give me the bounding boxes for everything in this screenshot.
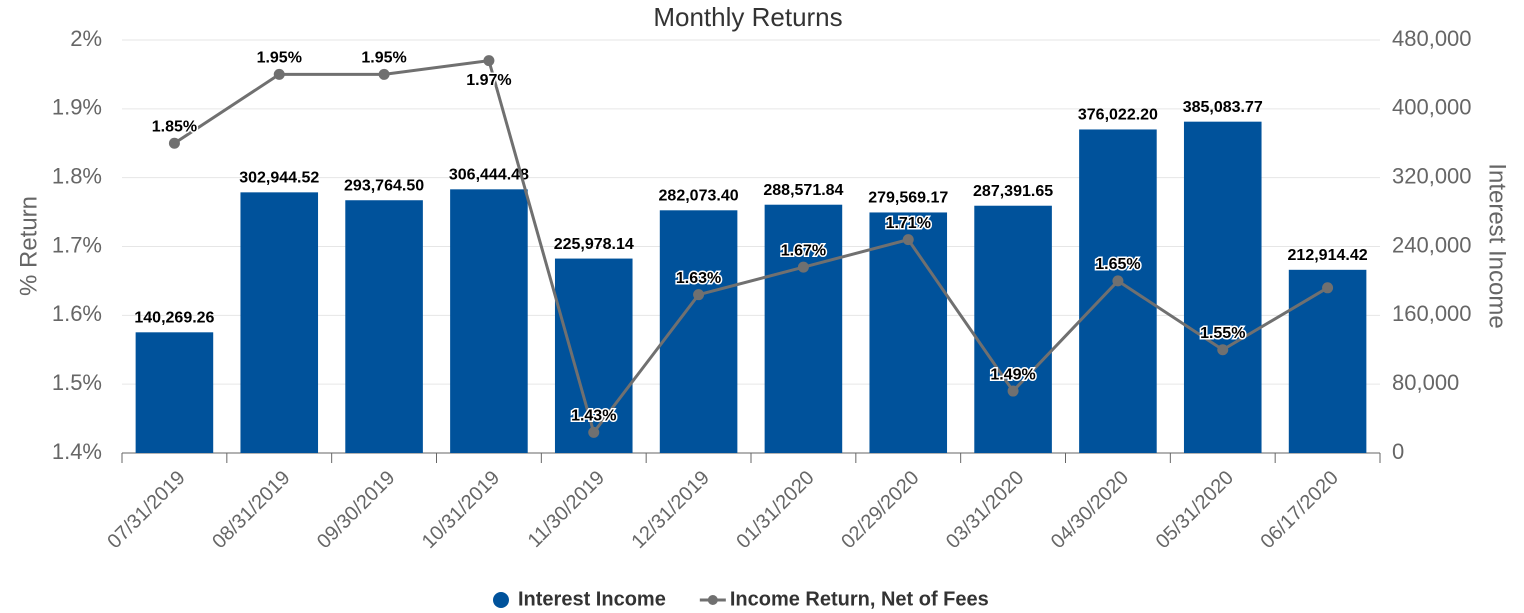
line-point [273,68,285,80]
y2-tick-label: 0 [1392,439,1404,464]
x-tick-label: 10/31/2019 [418,467,504,553]
y-tick-label: 1.8% [52,163,102,188]
line-point [168,137,180,149]
y2-tick-label: 160,000 [1392,301,1472,326]
y2-tick-label: 400,000 [1392,95,1472,120]
y2-tick-label: 80,000 [1392,370,1459,395]
y2-tick-label: 480,000 [1392,26,1472,51]
bar [135,332,214,453]
y2-tick-label: 320,000 [1392,163,1472,188]
line-point [1217,344,1229,356]
bar [450,189,528,453]
bar-label: 225,978.14 [554,236,634,253]
y-axis-title: % Return [15,196,42,296]
bar [659,210,738,453]
bar-label: 212,914.42 [1288,247,1368,264]
line-point [483,55,495,67]
line-point [378,68,390,80]
bar [869,212,948,453]
bar-label: 302,944.52 [239,170,319,187]
bar-label: 293,764.50 [344,177,424,194]
legend-label: Interest Income [518,588,666,610]
x-tick-label: 09/30/2019 [313,467,399,553]
bar [1288,269,1367,453]
y-tick-label: 2% [70,26,102,51]
bar [1079,129,1157,453]
y2-tick-label: 240,000 [1392,232,1472,257]
line-point [1007,385,1019,397]
bar [1183,121,1262,453]
line-label: 1.97% [466,72,511,89]
bar-label: 140,269.26 [134,310,214,327]
bar-label: 306,444.48 [449,167,529,184]
legend-label: Income Return, Net of Fees [730,588,989,610]
bar-label: 385,083.77 [1183,99,1263,116]
bar [554,258,633,453]
bar [240,192,319,453]
line-label: 1.67% [781,242,826,259]
y-tick-label: 1.5% [52,370,102,395]
line-label: 1.43% [571,408,616,425]
y2-axis-title: Interest Income [1484,163,1511,328]
x-tick-label: 04/30/2020 [1047,467,1133,553]
line-point [588,426,600,438]
line-point [1112,275,1124,287]
line-label: 1.55% [1200,325,1245,342]
bar [974,205,1052,453]
x-tick-label: 08/31/2019 [208,467,294,553]
x-tick-label: 07/31/2019 [103,467,189,553]
bar-label: 282,073.40 [659,188,739,205]
y-tick-label: 1.4% [52,439,102,464]
x-tick-label: 11/30/2019 [524,467,609,552]
x-tick-label: 05/31/2020 [1152,467,1238,553]
bar [764,204,843,453]
line-label: 1.63% [676,270,721,287]
bar-label: 288,571.84 [763,182,843,199]
line-point [1322,282,1334,294]
bar-label: 279,569.17 [868,190,948,207]
bar-label: 376,022.20 [1078,107,1158,124]
line-point [693,289,705,301]
legend-marker [493,592,509,608]
bar-label: 287,391.65 [973,183,1053,200]
line-label: 1.95% [361,50,406,67]
x-tick-label: 01/31/2020 [732,467,818,553]
y-tick-label: 1.7% [52,232,102,257]
line-point [902,234,914,246]
line-label: 1.71% [886,215,931,232]
line [173,58,1329,436]
line-label: 1.49% [990,366,1035,383]
y-tick-label: 1.6% [52,301,102,326]
x-tick-label: 03/31/2020 [942,467,1028,553]
line-label: 1.65% [1095,256,1140,273]
chart-title: Monthly Returns [653,2,842,32]
y-tick-label: 1.9% [52,95,102,120]
bar [345,200,423,453]
line-label: 1.85% [152,118,197,135]
x-tick-label: 06/17/2020 [1257,467,1343,553]
x-tick-label: 02/29/2020 [837,467,923,553]
line-point [797,261,809,273]
x-tick-label: 12/31/2019 [628,467,714,553]
line-label: 1.95% [257,50,302,67]
legend-marker [707,595,718,605]
